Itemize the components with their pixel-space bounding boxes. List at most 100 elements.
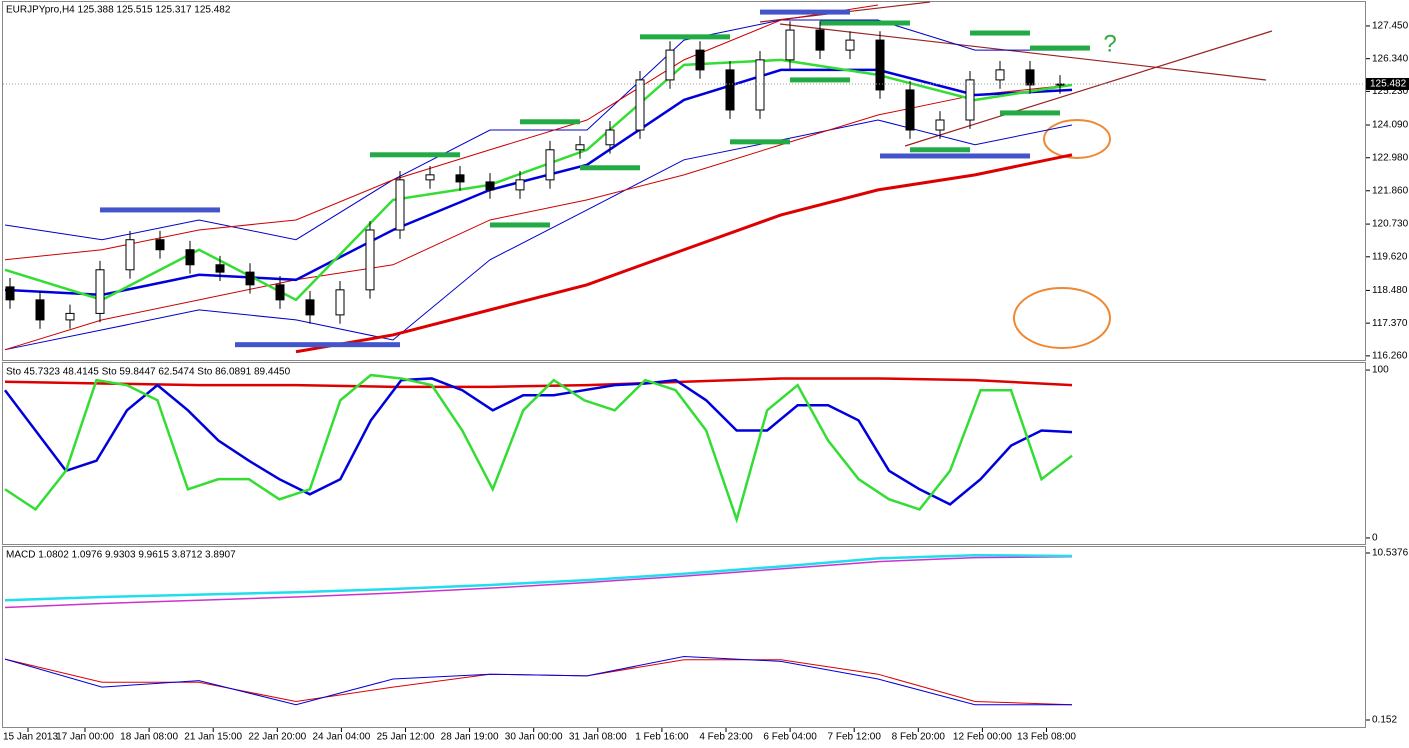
y-tick-label: 122.980 <box>1372 152 1409 163</box>
candle-body <box>395 179 405 231</box>
y-tick-label: 116.260 <box>1372 351 1408 362</box>
y-tick-label: 126.340 <box>1372 53 1409 64</box>
indicator-line <box>4 373 1073 524</box>
candle-body <box>245 271 255 286</box>
indicator-line <box>295 153 1073 354</box>
indicator-line <box>4 68 1073 297</box>
candle-body <box>95 269 105 314</box>
candle-body <box>125 239 135 271</box>
level-marker <box>760 9 850 15</box>
level-marker <box>100 207 220 213</box>
x-tick-label: 22 Jan 20:00 <box>248 732 306 743</box>
indicator-line <box>4 58 1073 302</box>
level-marker <box>970 30 1030 36</box>
price-pane <box>2 1 1366 361</box>
candle-body <box>425 174 435 181</box>
trendline <box>779 23 1267 81</box>
level-marker <box>1000 110 1060 116</box>
candle-body <box>635 79 645 131</box>
indicator-line <box>4 553 1073 602</box>
candle-body <box>545 149 555 181</box>
candle-body <box>185 249 195 266</box>
indicator-title: Sto 45.7323 48.4145 Sto 59.8447 62.5474 … <box>6 367 291 378</box>
indicator-line <box>4 4 879 261</box>
x-tick-label: 15 Jan 2013 <box>3 732 58 743</box>
candle-body <box>1025 69 1035 86</box>
y-tick-label: 10.5376 <box>1372 548 1409 559</box>
y-tick-label: 100 <box>1372 365 1389 376</box>
level-marker <box>580 165 640 171</box>
indicator-line <box>4 556 1073 609</box>
x-tick-label: 31 Jan 08:00 <box>569 732 627 743</box>
x-tick-label: 4 Feb 23:00 <box>699 732 753 743</box>
level-marker <box>910 147 970 153</box>
candle-body <box>725 69 735 111</box>
candle-body <box>215 264 225 273</box>
y-tick-label: 120.730 <box>1372 219 1409 230</box>
stochastic-pane <box>2 362 1366 545</box>
candle-body <box>905 89 915 131</box>
level-marker <box>520 119 580 125</box>
candle-body <box>335 289 345 316</box>
y-tick-label: 0.152 <box>1372 715 1397 726</box>
current-price-box <box>1366 77 1409 90</box>
candle-body <box>275 284 285 301</box>
y-tick-label: 124.090 <box>1372 120 1409 131</box>
candle-body <box>575 144 585 151</box>
candle-body <box>65 312 75 321</box>
level-marker <box>880 153 1030 159</box>
candle-body <box>845 39 855 51</box>
y-tick-label: 121.860 <box>1372 185 1409 196</box>
candle-body <box>485 181 495 191</box>
candle-body <box>35 299 45 321</box>
y-tick-label: 118.480 <box>1372 285 1408 296</box>
level-marker <box>790 77 850 83</box>
x-tick-label: 18 Jan 08:00 <box>120 732 178 743</box>
x-tick-label: 1 Feb 16:00 <box>635 732 689 743</box>
indicator-line <box>4 119 1073 351</box>
x-tick-label: 7 Feb 12:00 <box>828 732 882 743</box>
x-tick-label: 24 Jan 04:00 <box>312 732 370 743</box>
x-tick-label: 30 Jan 00:00 <box>505 732 563 743</box>
y-tick-label: 117.370 <box>1372 318 1408 329</box>
y-tick-label: 0 <box>1372 533 1378 544</box>
annotation: ? <box>1103 30 1116 57</box>
candle-body <box>995 69 1005 81</box>
candle-body <box>695 49 705 71</box>
x-tick-label: 8 Feb 20:00 <box>892 732 946 743</box>
x-tick-label: 13 Feb 08:00 <box>1017 732 1076 743</box>
indicator-line <box>4 377 1073 389</box>
x-tick-label: 6 Feb 04:00 <box>763 732 817 743</box>
candle-body <box>965 79 975 121</box>
indicator-title: MACD 1.0802 1.0976 9.9303 9.9615 3.8712 … <box>6 550 236 561</box>
x-tick-label: 28 Jan 19:00 <box>441 732 499 743</box>
trendline <box>904 30 1273 147</box>
candle-body <box>155 239 165 251</box>
chart-title: EURJPYpro,H4 125.388 125.515 125.317 125… <box>6 5 231 16</box>
indicator-line <box>4 84 1073 351</box>
candle-body <box>305 299 315 316</box>
candle-body <box>815 29 825 51</box>
candle-body <box>365 229 375 291</box>
level-marker <box>640 34 730 40</box>
level-marker <box>490 222 550 228</box>
y-tick-label: 125.230 <box>1372 86 1409 97</box>
macd-pane <box>2 546 1366 728</box>
x-tick-label: 25 Jan 12:00 <box>377 732 435 743</box>
x-tick-label: 12 Feb 00:00 <box>953 732 1012 743</box>
highlight-ellipse <box>1013 287 1111 349</box>
y-tick-label: 119.620 <box>1372 251 1408 262</box>
candle-body <box>935 119 945 131</box>
candle-body <box>605 129 615 146</box>
candle-body <box>665 49 675 81</box>
candle-body <box>515 179 525 191</box>
candle-body <box>755 59 765 111</box>
level-marker <box>235 342 400 348</box>
x-tick-label: 17 Jan 00:00 <box>56 732 114 743</box>
y-tick-label: 127.450 <box>1372 21 1409 32</box>
candle-body <box>785 29 795 61</box>
level-marker <box>730 139 790 145</box>
level-marker <box>820 20 910 26</box>
